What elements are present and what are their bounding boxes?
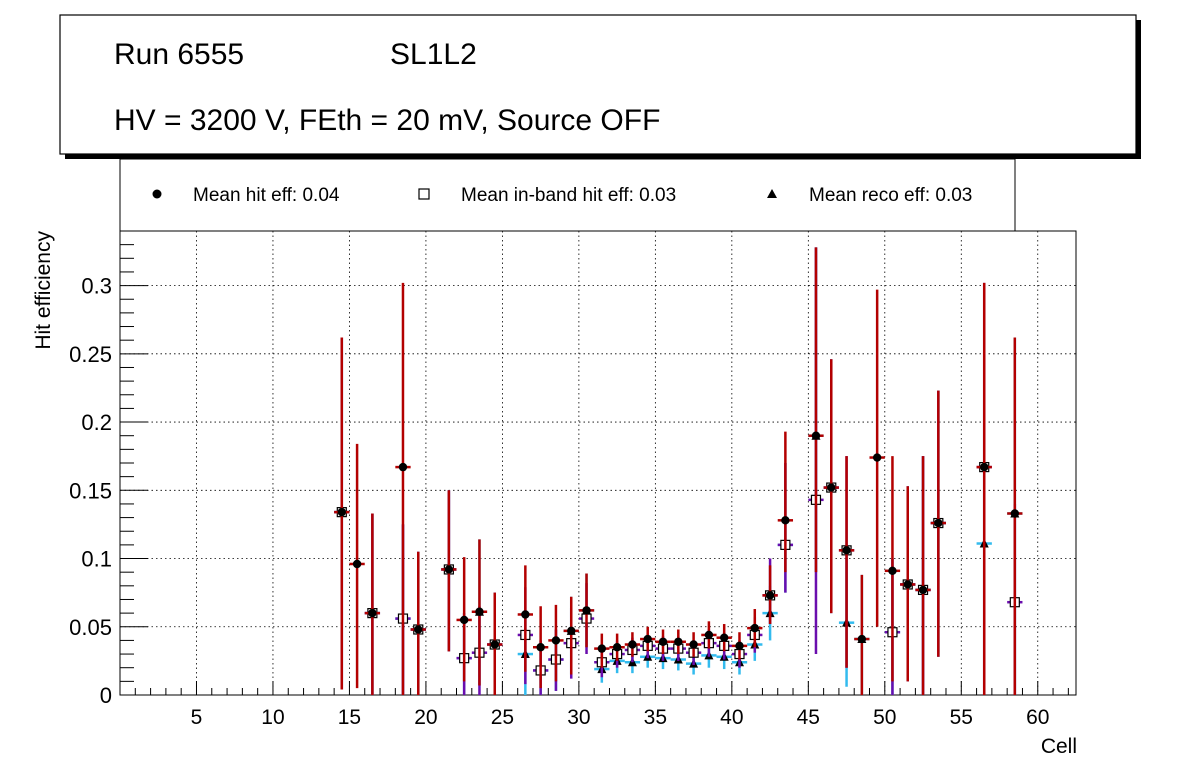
y-tick-label: 0.1 <box>81 547 112 572</box>
hit-point <box>567 626 576 636</box>
hit-point <box>551 636 561 645</box>
hit-point <box>934 518 943 528</box>
grid <box>120 231 1076 695</box>
hit-point <box>704 630 714 640</box>
hit-point <box>582 606 591 615</box>
x-tick-label: 20 <box>414 706 437 729</box>
legend-reco-label: Mean reco eff: 0.03 <box>809 185 972 206</box>
hit-point <box>658 637 668 646</box>
hit-point <box>337 507 346 517</box>
hit-point <box>459 615 469 625</box>
series-inband <box>334 247 1023 695</box>
hit-point <box>857 634 867 644</box>
hit-point <box>719 633 729 642</box>
y-tick-label: 0 <box>100 683 112 708</box>
hit-point <box>888 566 897 576</box>
x-tick-label: 10 <box>261 706 284 729</box>
x-tick-label: 15 <box>338 706 361 729</box>
layer-label: SL1L2 <box>390 38 477 71</box>
series-reco <box>334 247 1023 695</box>
plot-frame <box>119 230 1077 696</box>
conditions-label: HV = 3200 V, FEth = 20 mV, Source OFF <box>114 104 660 137</box>
legend-inband-marker <box>418 188 430 200</box>
hit-point <box>536 643 545 652</box>
hit-point <box>918 585 928 595</box>
hit-point <box>414 625 423 634</box>
x-tick-label: 60 <box>1026 706 1049 729</box>
y-axis-label: Hit efficiency <box>32 231 55 350</box>
hit-point <box>597 644 607 653</box>
hit-point <box>903 580 912 589</box>
x-tick-label: 25 <box>491 706 514 729</box>
hit-point <box>444 565 454 574</box>
x-tick-label: 30 <box>567 706 590 729</box>
legend-box <box>119 158 1016 232</box>
hit-point <box>521 610 530 619</box>
y-tick-labels: 0 0.05 0.1 0.15 0.2 0.25 0.3 <box>69 274 112 708</box>
legend-reco-marker <box>767 189 777 198</box>
hit-point <box>628 640 637 649</box>
hit-point <box>735 641 744 651</box>
x-tick-label: 45 <box>797 706 820 729</box>
hit-point <box>490 640 499 649</box>
x-tick-label: 40 <box>720 706 743 729</box>
hit-point <box>1010 509 1020 518</box>
hit-point <box>643 634 652 644</box>
hit-point <box>980 462 989 472</box>
y-tick-label: 0.15 <box>69 478 112 503</box>
hit-point <box>368 608 377 618</box>
hit-point <box>352 559 362 569</box>
hit-point <box>674 637 683 646</box>
title-box <box>59 14 1137 155</box>
x-tick-label: 55 <box>950 706 973 729</box>
hit-point <box>612 643 622 652</box>
y-tick-label: 0.05 <box>69 615 112 640</box>
run-label: Run 6555 <box>114 38 244 71</box>
hit-point <box>398 462 408 472</box>
legend-hit-label: Mean hit eff: 0.04 <box>193 185 340 206</box>
y-tick-label: 0.3 <box>81 274 112 299</box>
hit-point <box>750 623 759 633</box>
x-axis-label: Cell <box>1041 735 1077 758</box>
hit-point <box>842 546 851 555</box>
hit-point <box>827 483 836 492</box>
y-tick-label: 0.2 <box>81 410 112 435</box>
x-tick-label: 50 <box>873 706 896 729</box>
hit-point <box>811 431 821 440</box>
hit-point <box>872 453 882 462</box>
y-tick-label: 0.25 <box>69 342 112 367</box>
series-hit <box>334 247 1023 695</box>
legend-inband-label: Mean in-band hit eff: 0.03 <box>461 185 676 206</box>
x-tick-label: 5 <box>191 706 203 729</box>
legend: Mean hit eff: 0.04 Mean in-band hit eff:… <box>152 185 972 206</box>
hit-point <box>781 516 790 525</box>
x-tick-label: 35 <box>644 706 667 729</box>
hit-point <box>475 607 484 616</box>
hit-point <box>689 640 698 649</box>
legend-hit-marker <box>152 189 162 199</box>
hit-point <box>765 591 775 600</box>
x-tick-labels: 5 10 15 20 25 30 35 40 45 50 55 60 <box>191 706 1050 729</box>
axis-ticks <box>120 244 1069 696</box>
